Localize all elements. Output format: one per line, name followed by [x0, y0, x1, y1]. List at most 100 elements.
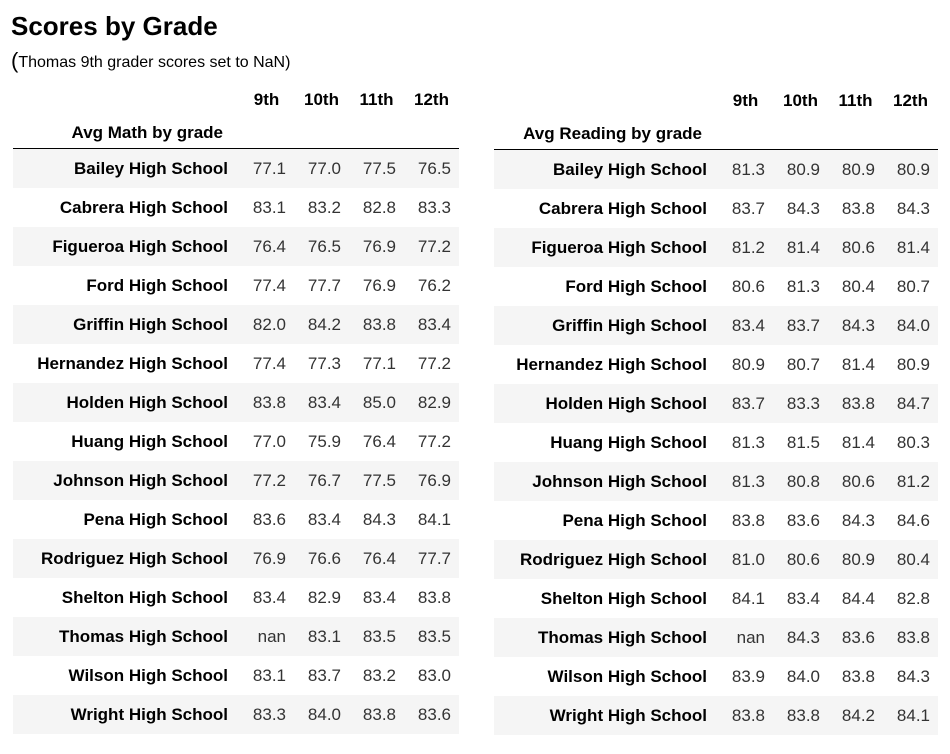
school-name: Griffin High School — [73, 314, 228, 334]
score-cell-12th: 84.1 — [896, 705, 930, 725]
table-row: Griffin High School 83.4 83.7 84.3 84.0 — [494, 306, 938, 345]
score-cell-10th: 83.1 — [307, 626, 341, 646]
score-cell-9th: 83.8 — [731, 510, 765, 530]
subtitle-text: Thomas 9th grader scores set to NaN) — [18, 54, 291, 71]
school-name: Huang High School — [71, 431, 228, 451]
score-cell-11th: 76.4 — [362, 548, 396, 568]
score-cell-10th: 75.9 — [307, 431, 341, 451]
school-name: Figueroa High School — [52, 236, 228, 256]
school-name: Bailey High School — [553, 159, 707, 179]
score-cell-11th: 80.4 — [841, 276, 875, 296]
score-cell-10th: 84.3 — [786, 627, 820, 647]
table-row: Figueroa High School 81.2 81.4 80.6 81.4 — [494, 228, 938, 267]
page-title: Scores by Grade — [11, 11, 218, 41]
score-cell-9th: 81.3 — [731, 432, 765, 452]
score-cell-12th: 80.9 — [896, 159, 930, 179]
score-cell-10th: 80.7 — [786, 354, 820, 374]
table-row: Pena High School 83.8 83.6 84.3 84.6 — [494, 501, 938, 540]
school-name: Rodriguez High School — [41, 548, 228, 568]
table-row: Thomas High School nan 84.3 83.6 83.8 — [494, 618, 938, 657]
school-name: Wilson High School — [547, 666, 707, 686]
score-cell-11th: 83.6 — [841, 627, 875, 647]
reading-by-grade-table: 9th 10th 11th 12th Avg Reading by grade … — [494, 83, 938, 735]
table-row: Hernandez High School 80.9 80.7 81.4 80.9 — [494, 345, 938, 384]
score-cell-12th: 84.1 — [417, 509, 451, 529]
score-cell-12th: 80.7 — [896, 276, 930, 296]
index-name-header: Avg Reading by grade — [523, 124, 702, 143]
table-row: Johnson High School 81.3 80.8 80.6 81.2 — [494, 462, 938, 501]
school-name: Rodriguez High School — [520, 549, 707, 569]
score-cell-10th: 83.7 — [307, 665, 341, 685]
score-cell-12th: 77.2 — [417, 431, 451, 451]
score-cell-12th: 77.2 — [417, 236, 451, 256]
score-cell-9th: 84.1 — [731, 588, 765, 608]
score-cell-9th: 81.3 — [731, 471, 765, 491]
table-row: Johnson High School 77.2 76.7 77.5 76.9 — [13, 461, 459, 500]
school-name: Ford High School — [86, 275, 228, 295]
score-cell-9th: 81.0 — [731, 549, 765, 569]
school-name: Pena High School — [562, 510, 707, 530]
score-cell-12th: 77.7 — [417, 548, 451, 568]
school-name: Holden High School — [66, 392, 229, 412]
table-row: Holden High School 83.8 83.4 85.0 82.9 — [13, 383, 459, 422]
score-cell-11th: 80.9 — [841, 159, 875, 179]
column-header-row: 9th 10th 11th 12th — [494, 83, 938, 119]
table-row: Wilson High School 83.9 84.0 83.8 84.3 — [494, 657, 938, 696]
score-cell-9th: 82.0 — [252, 314, 286, 334]
score-cell-11th: 83.8 — [841, 393, 875, 413]
score-cell-11th: 85.0 — [362, 392, 396, 412]
score-cell-10th: 81.5 — [786, 432, 820, 452]
subtitle-paren: ( — [11, 48, 19, 73]
blank-header-cell — [13, 82, 239, 118]
score-cell-10th: 84.0 — [786, 666, 820, 686]
score-cell-9th: 83.8 — [731, 705, 765, 725]
score-cell-10th: 82.9 — [307, 587, 341, 607]
score-cell-10th: 76.7 — [307, 470, 341, 490]
score-cell-9th: 80.9 — [731, 354, 765, 374]
score-cell-11th: 83.8 — [362, 704, 396, 724]
score-cell-9th: 77.4 — [252, 353, 286, 373]
score-cell-10th: 77.3 — [307, 353, 341, 373]
score-cell-11th: 81.4 — [841, 432, 875, 452]
score-cell-10th: 83.7 — [786, 315, 820, 335]
score-cell-11th: 80.6 — [841, 237, 875, 257]
score-cell-11th: 76.9 — [362, 275, 396, 295]
score-cell-12th: 83.0 — [417, 665, 451, 685]
column-header-11th: 11th — [838, 91, 873, 110]
score-cell-11th: 80.6 — [841, 471, 875, 491]
index-name-header: Avg Math by grade — [71, 123, 223, 142]
table-row: Cabrera High School 83.1 83.2 82.8 83.3 — [13, 188, 459, 227]
score-cell-11th: 83.8 — [362, 314, 396, 334]
score-cell-12th: 81.2 — [896, 471, 930, 491]
score-cell-12th: 76.2 — [417, 275, 451, 295]
column-header-10th: 10th — [783, 91, 818, 110]
school-name: Pena High School — [83, 509, 228, 529]
score-cell-9th: 83.4 — [731, 315, 765, 335]
column-header-9th: 9th — [253, 90, 280, 109]
score-cell-9th: 83.9 — [731, 666, 765, 686]
score-cell-9th: 81.3 — [731, 159, 765, 179]
score-cell-11th: 84.4 — [841, 588, 875, 608]
table-row: Thomas High School nan 83.1 83.5 83.5 — [13, 617, 459, 656]
score-cell-12th: 84.3 — [896, 198, 930, 218]
score-cell-11th: 76.9 — [362, 236, 396, 256]
score-cell-12th: 84.3 — [896, 666, 930, 686]
score-cell-12th: 83.8 — [896, 627, 930, 647]
index-name-row: Avg Math by grade — [13, 118, 459, 149]
column-header-12th: 12th — [893, 91, 928, 110]
score-cell-9th: 76.9 — [252, 548, 286, 568]
score-cell-10th: 83.4 — [307, 509, 341, 529]
score-cell-12th: 83.6 — [417, 704, 451, 724]
score-cell-12th: 83.4 — [417, 314, 451, 334]
score-cell-11th: 84.3 — [362, 509, 396, 529]
table-row: Wilson High School 83.1 83.7 83.2 83.0 — [13, 656, 459, 695]
score-cell-11th: 80.9 — [841, 549, 875, 569]
score-cell-10th: 84.0 — [307, 704, 341, 724]
score-cell-10th: 80.6 — [786, 549, 820, 569]
column-header-11th: 11th — [359, 90, 394, 109]
score-cell-12th: 77.2 — [417, 353, 451, 373]
score-cell-11th: 83.4 — [362, 587, 396, 607]
score-cell-12th: 76.5 — [417, 158, 451, 178]
score-cell-12th: 82.9 — [417, 392, 451, 412]
table-body: Bailey High School 77.1 77.0 77.5 76.5 Cabrer… — [13, 148, 459, 734]
